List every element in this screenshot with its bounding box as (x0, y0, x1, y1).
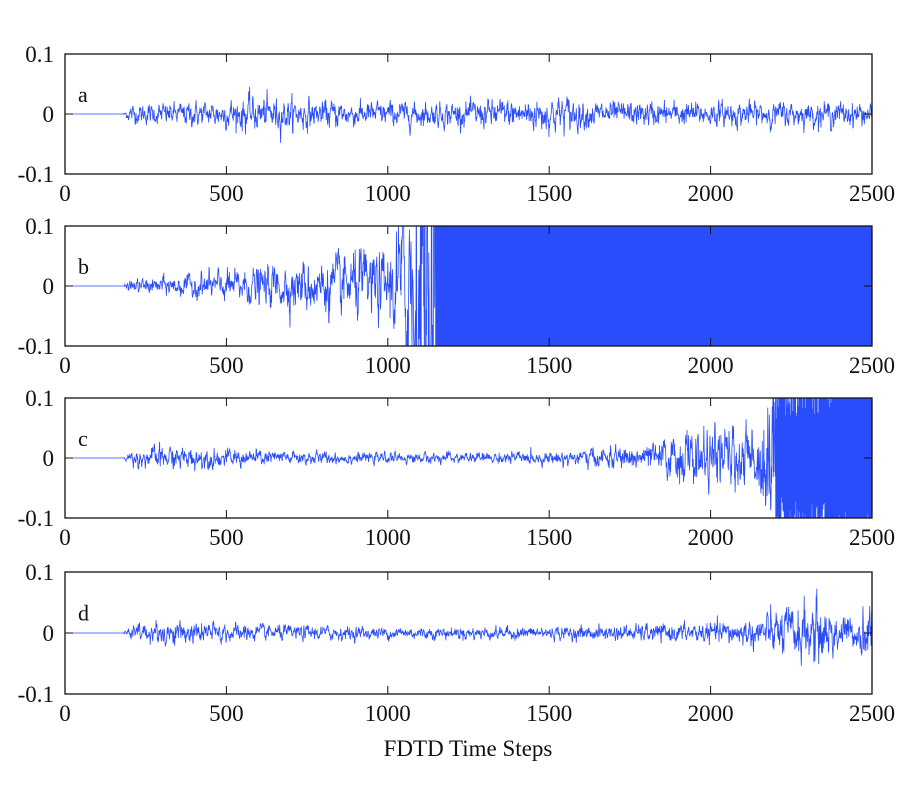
x-tick-label: 2500 (849, 701, 895, 726)
panel-label: b (78, 254, 89, 279)
x-tick-label: 500 (209, 525, 244, 550)
x-tick-label: 2500 (849, 181, 895, 206)
panel-label: d (78, 601, 89, 626)
x-tick-label: 1000 (365, 353, 411, 378)
y-tick-label: -0.1 (18, 334, 54, 359)
y-tick-label: 0.1 (25, 386, 54, 411)
y-tick-label: 0 (43, 446, 55, 471)
panel-label: a (78, 82, 88, 107)
x-axis-label: FDTD Time Steps (384, 736, 553, 761)
y-tick-label: 0.1 (25, 42, 54, 67)
signal-line-c (65, 398, 872, 518)
x-tick-label: 1000 (365, 525, 411, 550)
x-tick-label: 2500 (849, 353, 895, 378)
y-tick-label: 0 (43, 102, 55, 127)
y-tick-label: -0.1 (18, 162, 54, 187)
signal-line-d (65, 588, 872, 666)
y-tick-label: 0.1 (25, 214, 54, 239)
x-tick-label: 2000 (688, 181, 734, 206)
y-tick-label: -0.1 (18, 506, 54, 531)
x-tick-label: 2000 (688, 525, 734, 550)
y-tick-label: -0.1 (18, 682, 54, 707)
signal-line-b (65, 226, 872, 346)
x-tick-label: 1000 (365, 701, 411, 726)
x-tick-label: 0 (59, 701, 71, 726)
y-tick-label: 0 (43, 621, 55, 646)
panel-label: c (78, 426, 88, 451)
x-tick-label: 1500 (526, 525, 572, 550)
x-tick-label: 0 (59, 353, 71, 378)
y-tick-label: 0 (43, 274, 55, 299)
x-tick-label: 2000 (688, 353, 734, 378)
signal-line-a (65, 86, 872, 143)
x-tick-label: 1000 (365, 181, 411, 206)
x-tick-label: 500 (209, 701, 244, 726)
x-tick-label: 500 (209, 353, 244, 378)
x-tick-label: 500 (209, 181, 244, 206)
x-tick-label: 2500 (849, 525, 895, 550)
x-tick-label: 0 (59, 181, 71, 206)
y-tick-label: 0.1 (25, 560, 54, 585)
x-tick-label: 0 (59, 525, 71, 550)
x-tick-label: 1500 (526, 353, 572, 378)
x-tick-label: 1500 (526, 181, 572, 206)
x-tick-label: 1500 (526, 701, 572, 726)
x-tick-label: 2000 (688, 701, 734, 726)
